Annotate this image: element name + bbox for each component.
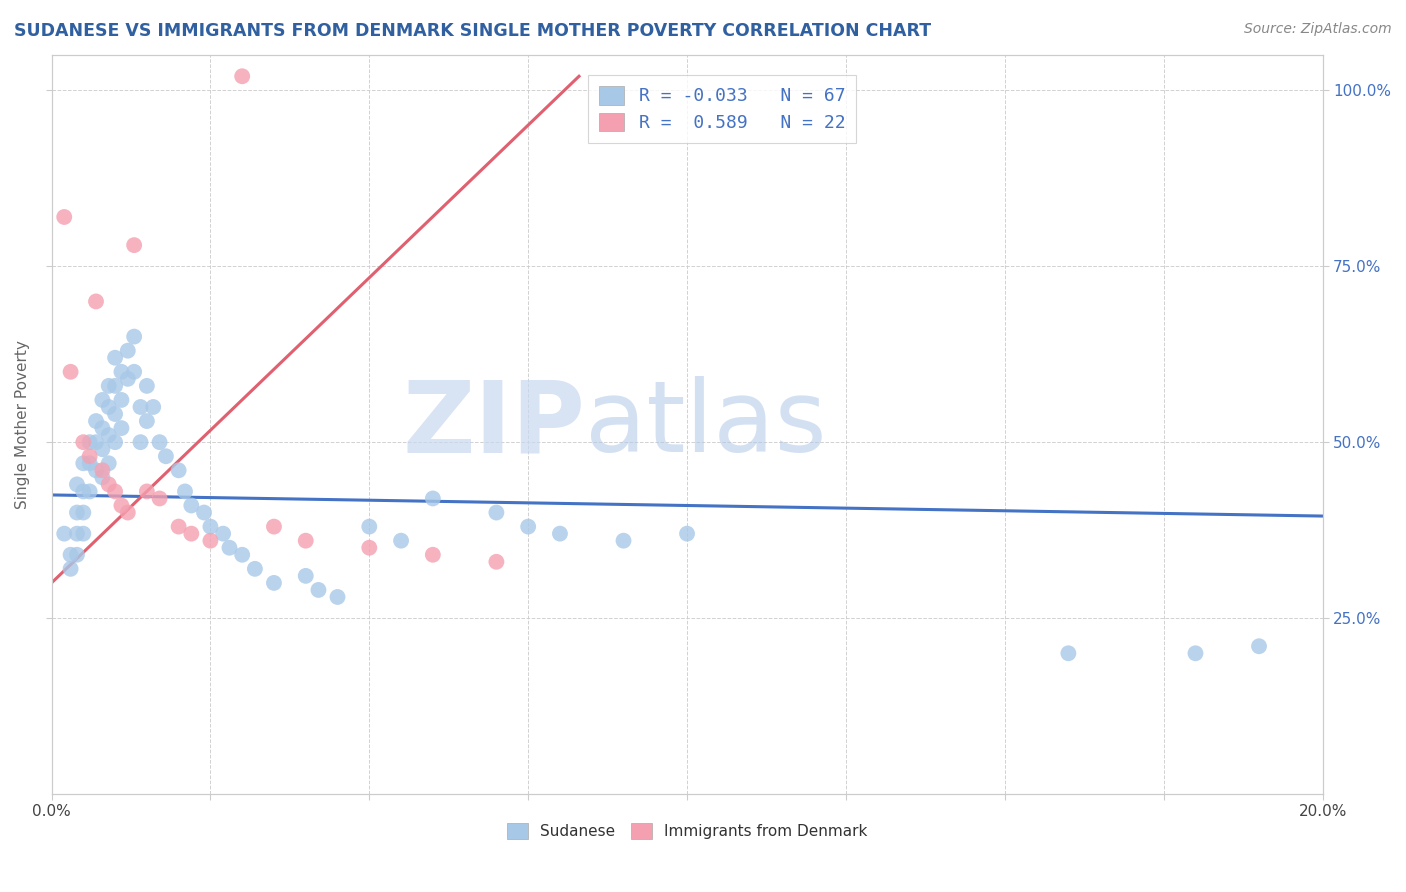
Point	[59, 562, 82, 576]
Point	[122, 238, 145, 252]
Point	[91, 392, 114, 407]
Point	[212, 526, 235, 541]
Text: ZIP: ZIP	[402, 376, 585, 473]
Point	[326, 590, 349, 604]
Point	[66, 506, 89, 520]
Point	[97, 400, 120, 414]
Point	[59, 365, 82, 379]
Point	[110, 392, 132, 407]
Point	[91, 470, 114, 484]
Point	[104, 435, 127, 450]
Point	[167, 463, 190, 477]
Point	[422, 548, 444, 562]
Point	[193, 506, 215, 520]
Point	[79, 435, 101, 450]
Point	[148, 435, 170, 450]
Point	[53, 210, 76, 224]
Point	[155, 449, 177, 463]
Point	[167, 519, 190, 533]
Point	[359, 519, 381, 533]
Point	[72, 526, 94, 541]
Point	[231, 548, 253, 562]
Point	[84, 294, 107, 309]
Point	[72, 456, 94, 470]
Point	[389, 533, 412, 548]
Point	[135, 484, 157, 499]
Point	[79, 484, 101, 499]
Text: atlas: atlas	[585, 376, 827, 473]
Y-axis label: Single Mother Poverty: Single Mother Poverty	[15, 340, 30, 509]
Point	[97, 477, 120, 491]
Point	[200, 533, 222, 548]
Point	[72, 506, 94, 520]
Point	[174, 484, 197, 499]
Point	[104, 484, 127, 499]
Point	[53, 526, 76, 541]
Point	[66, 548, 89, 562]
Point	[294, 533, 316, 548]
Point	[148, 491, 170, 506]
Point	[218, 541, 240, 555]
Point	[485, 555, 508, 569]
Text: SUDANESE VS IMMIGRANTS FROM DENMARK SINGLE MOTHER POVERTY CORRELATION CHART: SUDANESE VS IMMIGRANTS FROM DENMARK SING…	[14, 22, 931, 40]
Point	[79, 456, 101, 470]
Point	[294, 569, 316, 583]
Point	[104, 379, 127, 393]
Point	[91, 421, 114, 435]
Point	[548, 526, 571, 541]
Point	[66, 477, 89, 491]
Point	[1247, 639, 1270, 653]
Point	[84, 435, 107, 450]
Point	[117, 343, 139, 358]
Legend: Sudanese, Immigrants from Denmark: Sudanese, Immigrants from Denmark	[501, 817, 873, 846]
Point	[59, 548, 82, 562]
Point	[104, 351, 127, 365]
Point	[66, 526, 89, 541]
Point	[307, 582, 329, 597]
Point	[180, 526, 202, 541]
Point	[110, 421, 132, 435]
Point	[72, 484, 94, 499]
Point	[110, 365, 132, 379]
Text: Source: ZipAtlas.com: Source: ZipAtlas.com	[1244, 22, 1392, 37]
Point	[135, 414, 157, 428]
Point	[612, 533, 634, 548]
Point	[1184, 646, 1206, 660]
Point	[129, 400, 152, 414]
Point	[263, 575, 285, 590]
Point	[97, 428, 120, 442]
Point	[117, 506, 139, 520]
Point	[142, 400, 165, 414]
Point	[231, 69, 253, 83]
Point	[91, 442, 114, 457]
Point	[676, 526, 699, 541]
Point	[1057, 646, 1080, 660]
Point	[263, 519, 285, 533]
Point	[97, 379, 120, 393]
Point	[243, 562, 266, 576]
Point	[79, 449, 101, 463]
Point	[200, 519, 222, 533]
Point	[110, 499, 132, 513]
Point	[122, 365, 145, 379]
Point	[359, 541, 381, 555]
Point	[91, 463, 114, 477]
Point	[72, 435, 94, 450]
Point	[180, 499, 202, 513]
Point	[422, 491, 444, 506]
Point	[122, 329, 145, 343]
Point	[84, 463, 107, 477]
Point	[485, 506, 508, 520]
Point	[104, 407, 127, 421]
Point	[135, 379, 157, 393]
Point	[84, 414, 107, 428]
Point	[517, 519, 540, 533]
Point	[97, 456, 120, 470]
Point	[129, 435, 152, 450]
Point	[117, 372, 139, 386]
